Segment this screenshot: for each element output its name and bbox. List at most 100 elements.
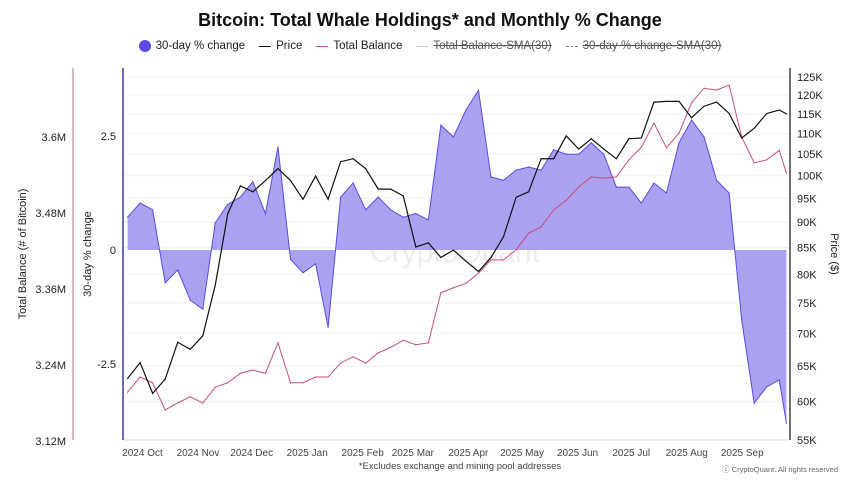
total-balance-point — [314, 376, 317, 378]
pct-change-point — [402, 216, 404, 218]
total-balance-point — [415, 344, 417, 346]
total-balance-point — [264, 372, 267, 374]
price-point — [741, 137, 743, 139]
price-tick-label: 55K — [797, 435, 817, 447]
total-balance-point — [402, 339, 404, 341]
price-tick-label: 105K — [797, 149, 823, 161]
price-point — [477, 270, 480, 273]
price-point — [653, 101, 655, 103]
total-balance-point — [440, 292, 442, 294]
price-point — [553, 158, 555, 160]
pct-change-point — [528, 166, 530, 168]
legend-line-icon — [259, 45, 272, 47]
pct-change-point — [177, 269, 179, 271]
pct-change-point — [653, 182, 655, 184]
legend-label: Price — [276, 40, 303, 52]
balance-tick-label: 3.6M — [42, 132, 66, 144]
price-point — [628, 138, 630, 140]
pct-tick-label: 0 — [110, 245, 116, 257]
pct-change-point — [502, 179, 505, 181]
price-point — [152, 392, 154, 394]
total-balance-point — [640, 146, 643, 148]
pct-change-point — [365, 209, 367, 211]
total-balance-point — [239, 372, 241, 374]
price-point — [452, 249, 455, 251]
pct-tick-label: 2.5 — [101, 131, 116, 143]
pct-change-point — [164, 282, 166, 284]
price-tick-label: 85K — [797, 242, 817, 254]
pct-change-point — [452, 136, 455, 138]
price-tick-label: 60K — [797, 396, 817, 408]
price-point — [390, 188, 392, 190]
total-balance-point — [728, 84, 730, 86]
pct-change-point — [515, 169, 517, 171]
legend-item-pct-change-sma[interactable]: 30-day % change-SMA(30) — [565, 40, 721, 52]
price-point — [690, 117, 693, 119]
legend-item-pct-change[interactable]: 30-day % change — [138, 40, 245, 52]
total-balance-point — [465, 282, 467, 284]
price-point — [252, 191, 254, 193]
price-point — [540, 158, 542, 160]
total-balance-point — [277, 342, 279, 344]
x-tick-label: 2025 Feb — [342, 448, 385, 459]
price-point — [640, 137, 643, 139]
pct-change-point — [615, 186, 617, 188]
pct-change-point — [690, 119, 693, 121]
pct-change-line — [127, 88, 787, 424]
series-layer — [126, 84, 788, 424]
total-balance-point — [390, 346, 392, 348]
legend-circle-icon — [138, 40, 151, 52]
total-balance-point — [578, 186, 580, 188]
price-point — [139, 362, 141, 364]
pct-change-point — [753, 402, 755, 404]
total-balance-point — [152, 382, 154, 384]
price-point — [164, 378, 166, 380]
legend-item-total-balance-sma[interactable]: Total Balance-SMA(30) — [416, 40, 552, 52]
x-tick-label: 2025 Sep — [721, 448, 764, 459]
price-point — [465, 260, 467, 262]
price-point — [264, 179, 267, 182]
pct-change-point — [665, 192, 668, 194]
price-point — [227, 212, 229, 215]
balance-tick-label: 3.48M — [35, 208, 66, 220]
legend-label: Total Balance-SMA(30) — [433, 40, 552, 52]
total-balance-point — [214, 386, 216, 388]
pct-change-point — [590, 142, 592, 144]
price-point — [289, 179, 292, 182]
pct-change-point — [490, 176, 492, 178]
pct-change-point — [289, 258, 292, 260]
price-point — [415, 246, 417, 248]
total-balance-line — [127, 84, 787, 411]
legend-item-price[interactable]: Price — [259, 40, 302, 52]
total-balance-point — [189, 396, 191, 398]
price-tick-label: 80K — [797, 269, 817, 281]
price-point — [490, 256, 492, 259]
price-point — [352, 158, 354, 160]
total-balance-point — [753, 162, 755, 164]
pct-change-point — [728, 192, 730, 194]
price-point — [528, 191, 530, 193]
price-tick-label: 110K — [797, 129, 823, 141]
price-point — [753, 127, 755, 129]
pct-change-point — [477, 89, 480, 91]
legend-item-total-balance[interactable]: Total Balance — [316, 40, 402, 52]
total-balance-point — [126, 391, 129, 393]
pct-change-point — [264, 212, 267, 215]
pct-change-point — [778, 379, 780, 381]
pct-change-point — [152, 209, 154, 211]
total-balance-point — [540, 226, 542, 228]
price-tick-label: 70K — [797, 328, 817, 340]
price-point — [402, 195, 404, 197]
legend-line-icon — [416, 45, 429, 47]
pct-change-point — [578, 153, 580, 155]
total-balance-point — [477, 272, 480, 274]
pct-change-point — [640, 202, 643, 204]
legend-dashed-line-icon — [565, 45, 578, 47]
total-balance-point — [452, 287, 455, 289]
price-point — [365, 168, 367, 170]
price-point — [728, 112, 730, 115]
price-point — [314, 175, 317, 177]
price-point — [565, 135, 567, 137]
price-point — [502, 236, 505, 238]
balance-tick-label: 3.24M — [35, 360, 66, 372]
